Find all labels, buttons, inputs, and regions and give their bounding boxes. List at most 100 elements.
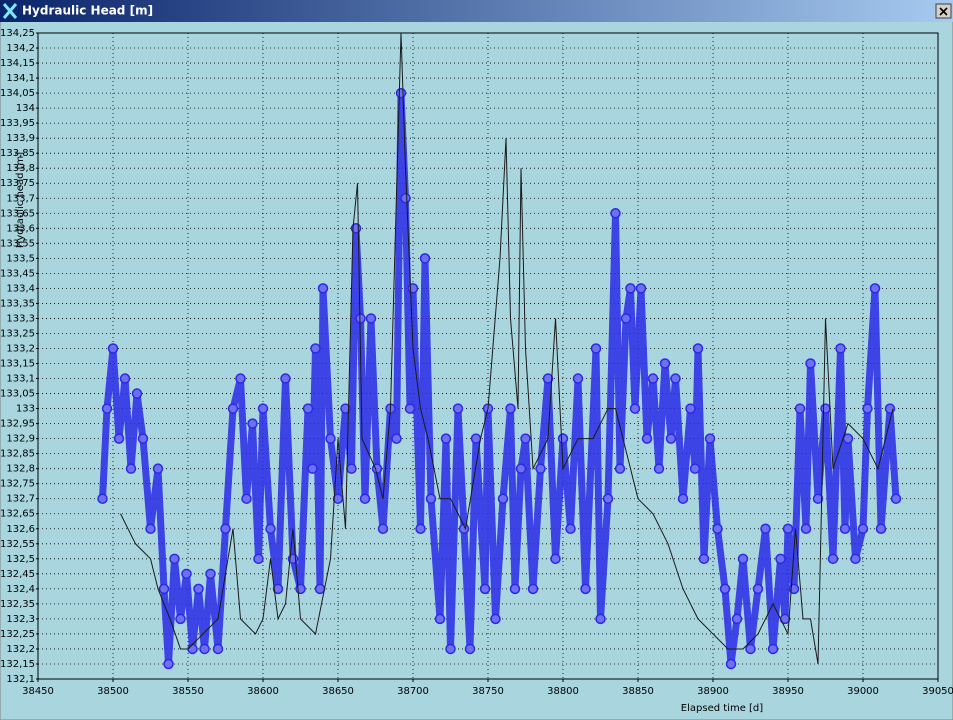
data-point (572, 373, 584, 384)
y-tick-label: 134,2 (6, 43, 35, 54)
x-tick-label: 38800 (547, 686, 579, 697)
data-point (767, 643, 779, 655)
data-point (641, 433, 653, 444)
x-tick-label: 39000 (847, 686, 879, 697)
data-point (782, 523, 794, 535)
data-point (220, 523, 231, 535)
data-point (241, 493, 252, 504)
y-tick-label: 133,6 (6, 223, 35, 234)
y-tick-label: 133,75 (0, 178, 35, 189)
x-tick-label: 38900 (697, 686, 729, 697)
data-point (497, 493, 509, 504)
data-point (193, 583, 204, 595)
data-point (515, 463, 527, 474)
data-point (698, 553, 710, 565)
close-button[interactable] (935, 3, 952, 19)
data-point (629, 403, 641, 414)
data-point (580, 583, 591, 595)
y-tick-label: 132,6 (6, 524, 35, 535)
y-tick-label: 133,45 (0, 268, 35, 279)
y-tick-label: 133,3 (6, 313, 35, 324)
data-point (550, 553, 561, 565)
data-point (595, 613, 606, 625)
y-tick-label: 133 (16, 404, 35, 415)
x-axis-label: Elapsed time [d] (681, 703, 763, 714)
y-tick-label: 132,15 (0, 659, 35, 670)
data-point (163, 658, 174, 670)
data-point (614, 463, 626, 474)
data-point (625, 283, 636, 294)
data-point (890, 493, 902, 504)
data-point (365, 313, 377, 324)
y-tick-label: 132,55 (0, 539, 35, 550)
data-point (794, 403, 806, 414)
data-point (131, 388, 143, 399)
data-point (257, 403, 269, 414)
data-point (842, 433, 854, 444)
y-tick-label: 134,15 (0, 58, 35, 69)
y-tick-label: 132,9 (6, 434, 35, 445)
y-tick-label: 134,1 (6, 73, 35, 84)
data-point (440, 433, 452, 444)
x-tick-label: 38850 (622, 686, 654, 697)
data-point (805, 358, 816, 369)
data-point (307, 463, 318, 474)
x-tick-label: 39050 (922, 686, 953, 697)
y-tick-label: 133,4 (6, 283, 35, 294)
y-tick-label: 132,95 (0, 419, 35, 430)
data-point (310, 343, 321, 354)
data-point (620, 313, 632, 324)
y-tick-label: 133,8 (6, 163, 35, 174)
data-point (247, 418, 258, 429)
data-point (340, 403, 351, 414)
data-point (272, 583, 284, 595)
title-bar (0, 0, 953, 22)
y-tick-label: 132,75 (0, 479, 35, 490)
y-tick-label: 133,65 (0, 208, 35, 219)
data-point (445, 643, 456, 655)
x-tick-label: 38450 (22, 686, 54, 697)
data-point (712, 523, 723, 535)
data-point (670, 373, 681, 384)
data-point (391, 433, 402, 444)
data-point (659, 358, 671, 369)
data-point (227, 403, 239, 414)
data-point (857, 523, 869, 535)
data-point (875, 523, 887, 535)
data-point (704, 433, 716, 444)
data-point (677, 493, 689, 504)
data-point (760, 523, 771, 535)
data-point (169, 553, 180, 565)
x-tick-label: 38950 (772, 686, 804, 697)
data-point (325, 433, 336, 444)
y-tick-label: 132,45 (0, 569, 35, 580)
x-tick-label: 38650 (322, 686, 354, 697)
y-tick-label: 132,3 (6, 614, 35, 625)
window-icon (2, 3, 18, 19)
x-tick-label: 38700 (397, 686, 429, 697)
data-point (565, 523, 576, 535)
data-point (187, 643, 198, 655)
data-point (635, 283, 647, 294)
data-point (175, 613, 186, 625)
data-point (145, 523, 156, 535)
data-point (542, 373, 554, 384)
data-point (253, 553, 264, 565)
data-point (884, 403, 896, 414)
data-point (212, 643, 224, 655)
y-tick-label: 133,7 (6, 193, 35, 204)
data-point (407, 283, 419, 294)
data-point (119, 373, 131, 384)
data-point (395, 87, 407, 99)
data-point (647, 373, 659, 384)
data-point (812, 493, 824, 504)
y-tick-label: 132,85 (0, 449, 35, 460)
y-tick-label: 134 (16, 103, 35, 114)
data-point (725, 658, 737, 670)
data-point (137, 433, 149, 444)
data-point (101, 403, 113, 414)
y-tick-label: 134,25 (0, 28, 35, 39)
data-point (452, 403, 464, 414)
y-tick-label: 132,8 (6, 464, 35, 475)
data-point (152, 463, 164, 474)
